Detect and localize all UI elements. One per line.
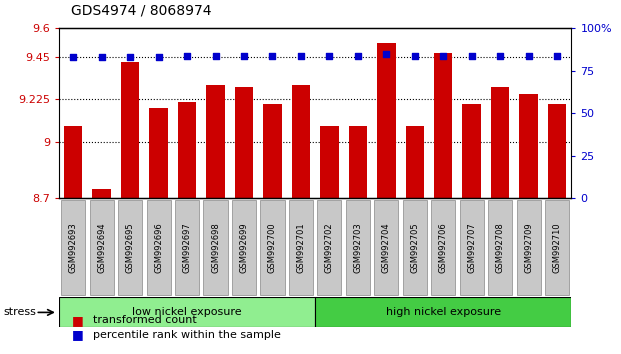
Point <box>552 53 562 58</box>
FancyBboxPatch shape <box>61 200 85 295</box>
FancyBboxPatch shape <box>402 200 427 295</box>
Text: ■: ■ <box>71 314 83 327</box>
FancyBboxPatch shape <box>431 200 455 295</box>
Text: GSM992701: GSM992701 <box>296 222 306 273</box>
Text: percentile rank within the sample: percentile rank within the sample <box>93 330 281 339</box>
Text: GSM992694: GSM992694 <box>97 222 106 273</box>
Text: GSM992700: GSM992700 <box>268 222 277 273</box>
Text: GSM992693: GSM992693 <box>69 222 78 273</box>
Text: GSM992703: GSM992703 <box>353 222 362 273</box>
Bar <box>320 126 338 198</box>
Text: GSM992706: GSM992706 <box>439 222 448 273</box>
Text: ■: ■ <box>71 328 83 341</box>
Bar <box>93 189 111 198</box>
Point <box>182 53 192 58</box>
Bar <box>150 108 168 198</box>
FancyBboxPatch shape <box>317 200 342 295</box>
Point <box>125 55 135 60</box>
Text: low nickel exposure: low nickel exposure <box>132 307 242 318</box>
Text: stress: stress <box>3 307 36 318</box>
FancyBboxPatch shape <box>204 200 228 295</box>
Bar <box>348 126 367 198</box>
Bar <box>292 85 310 198</box>
FancyBboxPatch shape <box>488 200 512 295</box>
FancyBboxPatch shape <box>374 200 399 295</box>
Point <box>438 53 448 58</box>
Text: GDS4974 / 8068974: GDS4974 / 8068974 <box>71 4 212 18</box>
Bar <box>206 85 225 198</box>
Bar <box>548 104 566 198</box>
Point <box>524 53 533 58</box>
Point <box>467 53 477 58</box>
FancyBboxPatch shape <box>118 200 142 295</box>
Text: GSM992696: GSM992696 <box>154 222 163 273</box>
Point <box>296 53 306 58</box>
Text: GSM992695: GSM992695 <box>125 222 135 273</box>
Point <box>381 51 391 57</box>
Point <box>153 55 163 60</box>
Text: GSM992702: GSM992702 <box>325 222 334 273</box>
Text: GSM992698: GSM992698 <box>211 222 220 273</box>
Text: GSM992699: GSM992699 <box>240 222 248 273</box>
Bar <box>315 297 571 327</box>
FancyBboxPatch shape <box>147 200 171 295</box>
Point <box>211 53 220 58</box>
Bar <box>491 87 509 198</box>
FancyBboxPatch shape <box>517 200 541 295</box>
Text: GSM992697: GSM992697 <box>183 222 191 273</box>
FancyBboxPatch shape <box>260 200 284 295</box>
Bar <box>121 62 139 198</box>
Text: high nickel exposure: high nickel exposure <box>386 307 501 318</box>
Point <box>495 53 505 58</box>
FancyBboxPatch shape <box>232 200 256 295</box>
Bar <box>263 104 282 198</box>
FancyBboxPatch shape <box>289 200 313 295</box>
Text: GSM992704: GSM992704 <box>382 222 391 273</box>
Point <box>97 55 107 60</box>
Bar <box>64 126 83 198</box>
Text: GSM992708: GSM992708 <box>496 222 505 273</box>
Bar <box>178 102 196 198</box>
Point <box>324 53 334 58</box>
Text: GSM992707: GSM992707 <box>467 222 476 273</box>
Point <box>410 53 420 58</box>
Bar <box>519 95 538 198</box>
Text: GSM992705: GSM992705 <box>410 222 419 273</box>
FancyBboxPatch shape <box>545 200 569 295</box>
FancyBboxPatch shape <box>346 200 370 295</box>
Bar <box>235 87 253 198</box>
Point <box>353 53 363 58</box>
FancyBboxPatch shape <box>175 200 199 295</box>
Text: GSM992709: GSM992709 <box>524 222 533 273</box>
Bar <box>434 53 453 198</box>
Point <box>268 53 278 58</box>
Bar <box>377 44 396 198</box>
Bar <box>59 297 315 327</box>
Text: GSM992710: GSM992710 <box>553 222 561 273</box>
Bar <box>406 126 424 198</box>
FancyBboxPatch shape <box>460 200 484 295</box>
Point <box>239 53 249 58</box>
Point <box>68 55 78 60</box>
Text: transformed count: transformed count <box>93 315 197 325</box>
FancyBboxPatch shape <box>89 200 114 295</box>
Bar <box>463 104 481 198</box>
